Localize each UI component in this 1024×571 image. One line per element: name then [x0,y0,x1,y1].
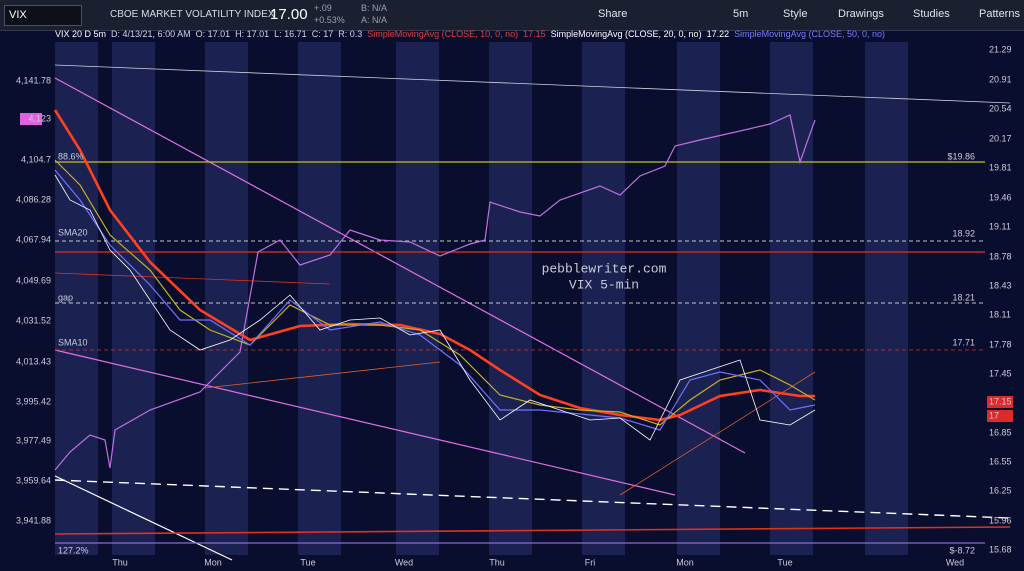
annotation: SMA10 [58,337,88,347]
session-band [112,42,155,555]
left-tick-label: 3,977.49 [16,435,51,445]
left-tick-label: 4,067.94 [16,234,51,244]
x-axis [0,555,1024,571]
x-tick-label: Wed [395,557,413,567]
session-band [770,42,813,555]
right-tick-label: 19.11 [989,221,1011,231]
right-tick-label: 17.78 [989,339,1012,349]
left-tick-label: 4,049.69 [16,275,51,285]
x-tick-label: Fri [585,557,596,567]
right-tick-label: 15.96 [989,515,1012,525]
right-tick-label: 16.55 [989,456,1012,466]
right-tick-label: 19.81 [989,162,1012,172]
right-tick-label: 17.45 [989,368,1012,378]
change: +.09 [314,3,332,13]
session-band [55,42,98,555]
patterns-button[interactable]: Patterns [979,8,1020,20]
x-tick-label: Wed [946,557,964,567]
header-item: L: 16.71 [274,29,307,39]
right-tick-label: 16.85 [989,427,1012,437]
timeframe-button[interactable]: 5m [733,8,749,20]
price-marker [20,113,42,125]
watermark: VIX 5-min [569,277,639,292]
session-band [298,42,341,555]
study-label: SimpleMovingAvg (CLOSE, 10, 0, no) [367,29,519,39]
left-tick-label: 4,031.52 [16,315,51,325]
annotation: 18.92 [952,228,975,238]
annotation: gap [58,292,73,302]
left-tick-label: 4,123 [28,113,51,123]
x-tick-label: Tue [777,557,792,567]
change-pct: +0.53% [314,15,345,25]
session-band [865,42,908,555]
share-button[interactable]: Share [598,8,628,20]
left-tick-label: 4,013.43 [16,356,51,366]
description: CBOE MARKET VOLATILITY INDEX [110,9,275,20]
right-tick-label: 17.15 [989,396,1012,406]
session-band [582,42,625,555]
price-marker [987,410,1013,422]
drawings [53,64,1011,561]
annotation: 18.21 [952,292,975,302]
annotation: 127.2% [58,545,89,555]
session-band [205,42,248,555]
x-tick-label: Thu [489,557,505,567]
studies-button[interactable]: Studies [913,8,950,20]
study-label: SimpleMovingAvg (CLOSE, 50, 0, no) [734,29,885,39]
session-band [677,42,720,555]
right-tick-label: 18.43 [989,280,1012,290]
left-tick-label: 3,941.88 [16,515,51,525]
x-tick-label: Tue [300,557,315,567]
header-item: R: 0.3 [338,29,363,39]
chart-header: VIX 20 D 5m D: 4/13/21, 6:00 AM O: 17.01 H:… [55,29,890,42]
header-item: O: 17.01 [195,29,231,39]
bid: B: N/A [361,3,388,13]
right-tick-label: 20.91 [989,74,1012,84]
left-tick-label: 3,995.42 [16,396,51,406]
header-item: H: 17.01 [235,29,270,39]
left-tick-label: 4,086.28 [16,194,51,204]
symbol-input[interactable]: VIX [4,5,82,26]
drawings-button[interactable]: Drawings [838,8,884,20]
right-tick-label: 17 [989,410,999,420]
price-marker [987,396,1013,408]
left-tick-label: 4,141.78 [16,75,51,85]
left-axis [0,42,54,571]
header-item: C: 17 [311,29,334,39]
annotation: $-8.72 [949,545,975,555]
right-tick-label: 20.17 [989,133,1012,143]
session-band [396,42,439,555]
style-button[interactable]: Style [783,8,808,20]
right-tick-label: 19.46 [989,192,1012,202]
toolbar: VIX CBOE MARKET VOLATILITY INDEX 17.00 +… [0,0,1024,31]
study-label: SimpleMovingAvg (CLOSE, 20, 0, no) [550,29,702,39]
header-item: VIX 20 D 5m [55,29,107,39]
right-tick-label: 16.25 [989,485,1012,495]
annotation: 17.71 [952,337,975,347]
left-tick-label: 3,959.64 [16,475,51,485]
annotation: $19.86 [947,151,975,161]
x-tick-label: Mon [676,557,694,567]
right-axis [986,42,1024,571]
right-tick-label: 21.29 [989,44,1012,54]
last-price: 17.00 [270,6,308,23]
right-tick-label: 18.78 [989,251,1012,261]
annotation: SMA20 [58,227,88,237]
ask: A: N/A [361,15,388,25]
study-value: 17.15 [523,29,546,39]
watermark: pebblewriter.com [542,261,667,276]
right-tick-label: 20.54 [989,103,1012,113]
right-tick-label: 18.11 [989,309,1011,319]
x-tick-label: Mon [204,557,222,567]
annotation: 88.6% [58,151,84,161]
right-tick-label: 15.68 [989,544,1012,554]
study-value: 17.22 [706,29,730,39]
header-item: D: 4/13/21, 6:00 AM [111,29,191,39]
left-tick-label: 4,104.7 [21,154,51,164]
x-tick-label: Thu [112,557,128,567]
session-band [489,42,532,555]
